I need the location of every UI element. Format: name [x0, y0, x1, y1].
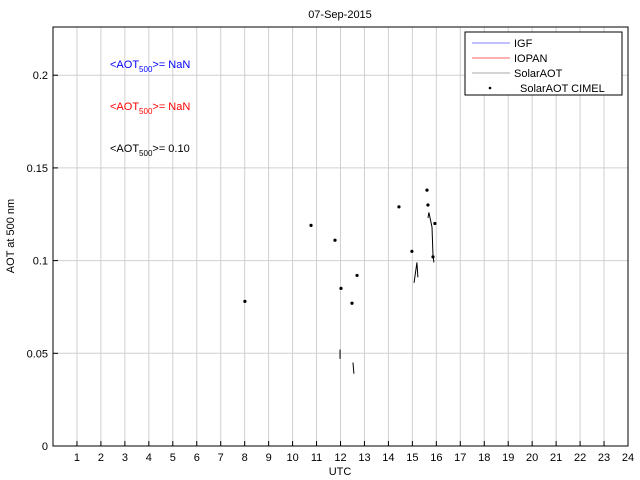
x-tick-label: 1 [74, 452, 80, 464]
solaraot-cimel-point [243, 299, 247, 303]
x-tick-label: 22 [574, 452, 586, 464]
solaraot-cimel-point [309, 223, 313, 227]
solaraot-line [427, 212, 435, 263]
x-tick-label: 15 [406, 452, 418, 464]
solaraot-cimel-point [431, 255, 435, 259]
legend-label-iopan: IOPAN [514, 53, 547, 65]
solaraot-cimel-point [425, 188, 429, 192]
x-tick-label: 4 [146, 452, 152, 464]
solaraot-line [413, 262, 419, 283]
annotations: <AOT500>= NaN <AOT500>= NaN <AOT500>= 0.10 [110, 59, 190, 158]
x-axis-label: UTC [329, 466, 352, 478]
y-tick-label: 0 [42, 441, 48, 453]
x-tick-label: 24 [622, 452, 634, 464]
chart-title: 07-Sep-2015 [308, 9, 372, 21]
solaraot-line [352, 362, 355, 374]
x-tick-label: 11 [311, 452, 322, 464]
aot-annotation: <AOT500>= NaN [110, 59, 190, 74]
aot-annotation: <AOT500>= NaN [110, 101, 190, 116]
y-tick-label: 0.15 [27, 163, 48, 175]
solaraot-cimel-point [355, 273, 359, 278]
y-tick-label: 0.1 [33, 256, 48, 268]
y-tick-label: 0.05 [27, 348, 48, 360]
legend-label-solaraot-cimel: SolarAOT CIMEL [520, 83, 605, 95]
x-tick-label: 7 [218, 452, 224, 464]
x-tick-label: 18 [478, 452, 490, 464]
x-tick-label: 3 [122, 452, 128, 464]
x-tick-label: 9 [266, 452, 272, 464]
x-tick-label: 16 [430, 452, 442, 464]
legend: IGF IOPAN SolarAOT SolarAOT CIMEL [464, 31, 623, 96]
solaraot-cimel-point [410, 249, 414, 253]
x-tick-label: 19 [502, 452, 514, 464]
x-tick-label: 12 [334, 452, 346, 464]
ticks: 1 2 3 4 5 6 7 8 9 10 11 12 13 14 15 16 17 18 19 20 21 22 23 240… [27, 70, 635, 464]
solaraot-cimel-point [426, 203, 430, 207]
aot-annotation: <AOT500>= 0.10 [110, 143, 190, 158]
legend-label-solaraot: SolarAOT [514, 68, 563, 80]
x-tick-label: 13 [358, 452, 370, 464]
solaraot-cimel-point [333, 238, 337, 242]
y-axis-label: AOT at 500 nm [5, 199, 17, 273]
x-tick-label: 17 [454, 452, 466, 464]
x-tick-label: 5 [170, 452, 176, 464]
series [223, 188, 437, 447]
solaraot-cimel-point [350, 301, 354, 305]
x-tick-label: 2 [98, 452, 104, 464]
x-tick-label: 14 [382, 452, 394, 464]
solaraot-cimel-point [397, 205, 401, 209]
plot-frame [52, 26, 629, 447]
x-tick-label: 21 [550, 452, 562, 464]
solaraot-cimel-point [339, 286, 343, 291]
legend-label-igf: IGF [514, 38, 533, 50]
x-tick-label: 23 [598, 452, 610, 464]
legend-marker-solaraot-cimel [488, 86, 492, 90]
x-tick-label: 6 [194, 452, 200, 464]
y-tick-label: 0.2 [33, 70, 48, 82]
solaraot-cimel-point [433, 221, 437, 226]
x-tick-label: 8 [242, 452, 248, 464]
x-tick-label: 10 [286, 452, 298, 464]
x-tick-label: 20 [526, 452, 538, 464]
